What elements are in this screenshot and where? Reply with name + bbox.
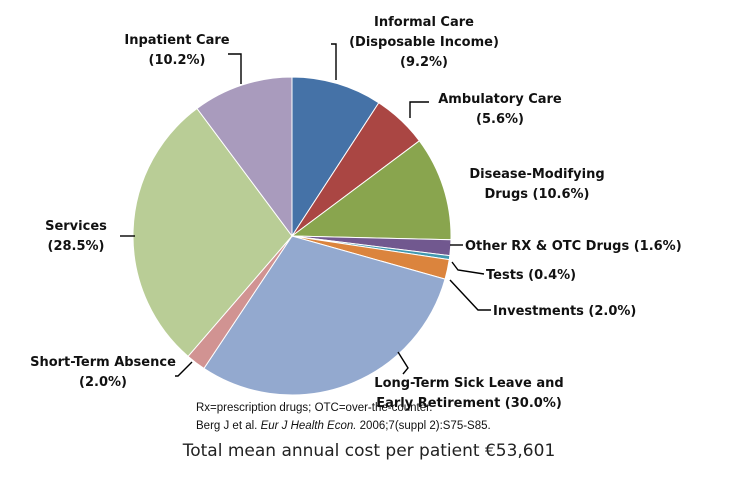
slice-label-line: Tests (0.4%) bbox=[486, 268, 576, 283]
leader-lines bbox=[120, 43, 491, 377]
slice-label: Tests (0.4%) bbox=[486, 268, 576, 283]
slice-label-line: Investments (2.0%) bbox=[493, 304, 636, 319]
slice-label: Other RX & OTC Drugs (1.6%) bbox=[465, 239, 682, 254]
slice-label: Long-Term Sick Leave and Early Retirement… bbox=[374, 376, 563, 411]
slice-labels: Informal Care (Disposable Income) (9.2%) Am… bbox=[30, 15, 682, 411]
pie-slice bbox=[196, 76, 293, 238]
total-cost-caption: Total mean annual cost per patient €53,6… bbox=[182, 441, 556, 461]
leader-line bbox=[228, 53, 242, 84]
pie-slice bbox=[291, 76, 380, 238]
slice-label: Investments (2.0%) bbox=[493, 304, 636, 319]
citation-details: 2006;7(suppl 2):S75-S85. bbox=[356, 420, 491, 432]
slice-label-line: (Disposable Income) bbox=[349, 35, 499, 50]
leader-line bbox=[449, 279, 491, 311]
leader-line bbox=[409, 101, 429, 118]
slice-label: Ambulatory Care (5.6%) bbox=[438, 92, 562, 127]
pie-slice bbox=[203, 235, 446, 396]
slice-label-line: Other RX & OTC Drugs (1.6%) bbox=[465, 239, 682, 254]
pie-chart: Informal Care (Disposable Income) (9.2%) Am… bbox=[30, 15, 682, 411]
slice-label: Disease-Modifying Drugs (10.6%) bbox=[469, 167, 604, 202]
slice-label-line: (10.2%) bbox=[149, 53, 206, 68]
slice-label: Inpatient Care (10.2%) bbox=[124, 33, 229, 68]
citation-journal: Eur J Health Econ. bbox=[260, 420, 357, 432]
slice-label-line: Services bbox=[45, 219, 107, 234]
slice-label-line: Inpatient Care bbox=[124, 33, 229, 48]
slice-label-line: Early Retirement (30.0%) bbox=[376, 396, 562, 411]
slice-label-line: Drugs (10.6%) bbox=[484, 187, 589, 202]
citation-note: Berg J et al. Eur J Health Econ. 2006;7(… bbox=[196, 420, 491, 432]
slice-label-line: (2.0%) bbox=[79, 375, 127, 390]
slice-label: Informal Care (Disposable Income) (9.2%) bbox=[349, 15, 499, 70]
pie-slices bbox=[132, 76, 452, 396]
leader-line bbox=[397, 351, 409, 375]
pie-slice bbox=[290, 140, 452, 241]
slice-label-line: (9.2%) bbox=[400, 55, 448, 70]
citation-author: Berg J et al. bbox=[196, 420, 261, 432]
pie-slice bbox=[132, 107, 293, 358]
slice-label: Short-Term Absence (2.0%) bbox=[30, 355, 176, 390]
leader-line bbox=[331, 43, 337, 80]
slice-label-line: Informal Care bbox=[374, 15, 474, 30]
slice-label-line: Long-Term Sick Leave and bbox=[374, 376, 563, 391]
slice-label: Services (28.5%) bbox=[45, 219, 107, 254]
slice-label-line: Ambulatory Care bbox=[438, 92, 562, 107]
slice-label-line: (5.6%) bbox=[476, 112, 524, 127]
leader-line bbox=[175, 361, 193, 377]
abbreviation-note: Rx=prescription drugs; OTC=over-the-coun… bbox=[196, 402, 433, 414]
slice-label-line: Disease-Modifying bbox=[469, 167, 604, 182]
leader-line bbox=[451, 261, 485, 275]
slice-label-line: (28.5%) bbox=[48, 239, 105, 254]
slice-label-line: Short-Term Absence bbox=[30, 355, 176, 370]
